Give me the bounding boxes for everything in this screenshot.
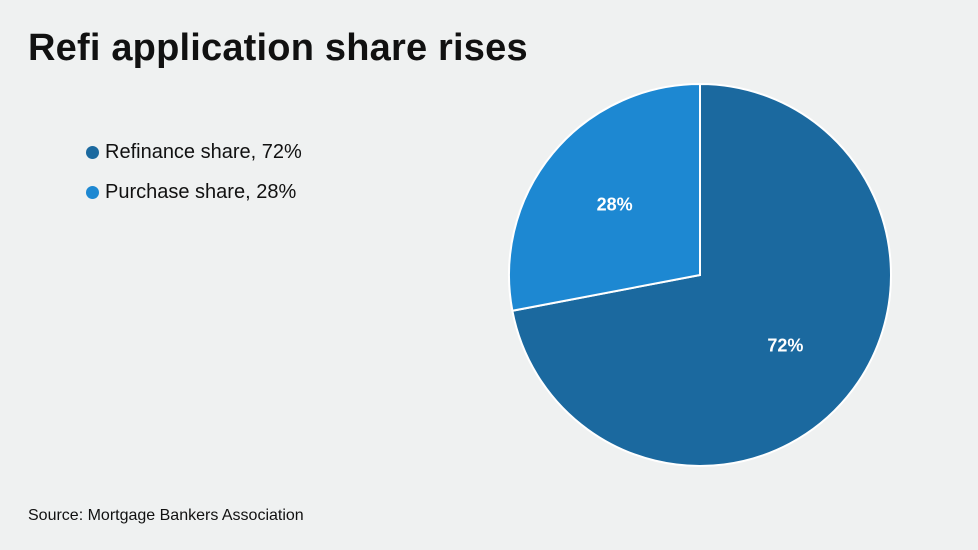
pie-label-refinance: 72% xyxy=(767,336,803,356)
legend-swatch-refinance xyxy=(86,145,99,159)
chart-legend: Refinance share, 72% Purchase share, 28% xyxy=(86,138,302,218)
legend-swatch-purchase xyxy=(86,185,99,199)
pie-slice-purchase xyxy=(508,82,701,312)
legend-label-purchase: Purchase share, 28% xyxy=(105,180,297,203)
legend-item-purchase: Purchase share, 28% xyxy=(86,178,302,206)
chart-title: Refi application share rises xyxy=(28,27,528,69)
pie-slice-refinance xyxy=(511,82,892,467)
pie-label-purchase: 28% xyxy=(597,194,633,214)
pie-slices: 72% 28% xyxy=(508,82,892,467)
source-note: Source: Mortgage Bankers Association xyxy=(28,507,304,524)
legend-item-refinance: Refinance share, 72% xyxy=(86,138,302,166)
legend-label-refinance: Refinance share, 72% xyxy=(105,140,302,163)
